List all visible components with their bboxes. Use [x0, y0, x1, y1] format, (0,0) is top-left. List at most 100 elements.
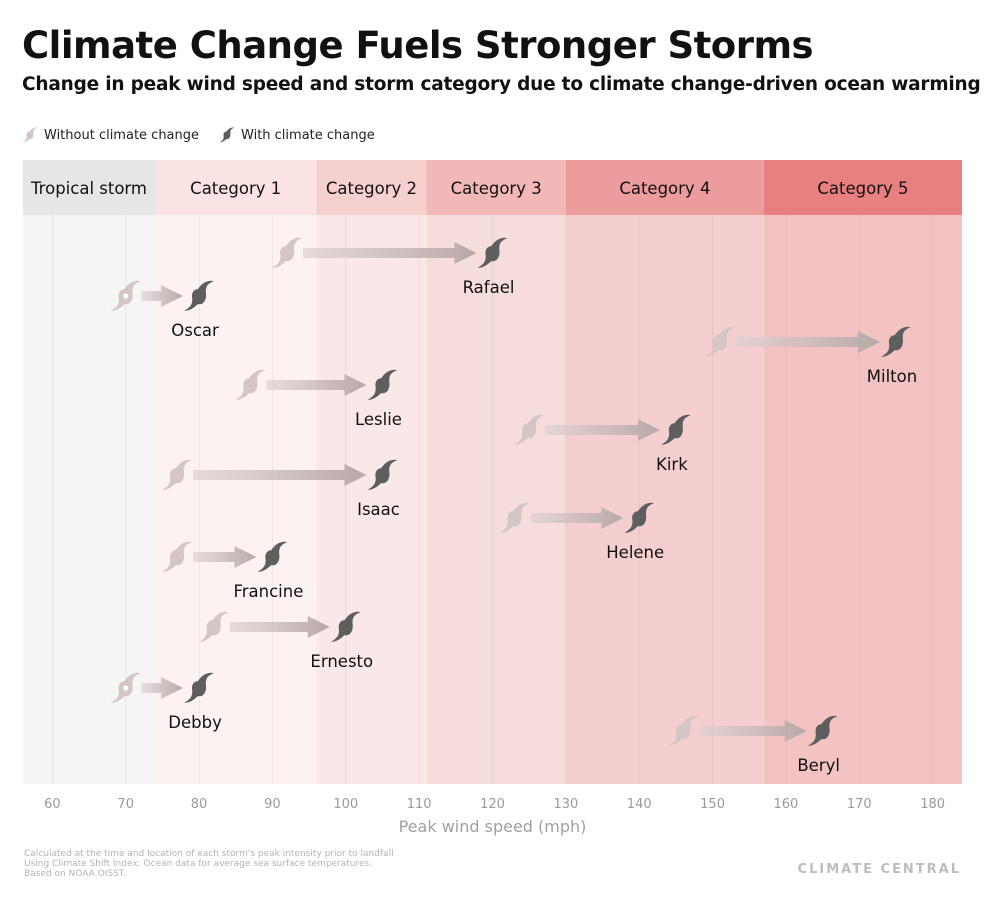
- x-tick-label: 80: [191, 797, 208, 812]
- hurricane-with-icon: [367, 369, 398, 400]
- storm-label: Debby: [168, 713, 222, 732]
- hurricane-without-icon: [705, 326, 735, 357]
- brand-logo: CLIMATE CENTRAL: [797, 862, 961, 877]
- storm-label: Ernesto: [310, 652, 373, 671]
- band-fill: [155, 215, 317, 784]
- storm-label: Oscar: [171, 321, 219, 340]
- storm-label: Milton: [867, 367, 917, 386]
- change-arrow: [530, 507, 624, 529]
- hurricane-with-icon: [807, 715, 838, 746]
- storm-isaac: Isaac: [162, 459, 400, 519]
- hurricane-with-icon: [477, 237, 508, 268]
- change-arrow: [229, 616, 330, 638]
- hurricane-without-icon: [668, 715, 699, 746]
- legend: Without climate change With climate chan…: [22, 125, 375, 145]
- hurricane-without-icon: [272, 237, 302, 268]
- hurricane-light-icon: [22, 127, 38, 143]
- footer-line: Using Climate Shift Index: Ocean data fo…: [24, 859, 373, 869]
- hurricane-without-icon: [499, 502, 530, 533]
- x-tick-label: 180: [920, 797, 945, 812]
- footer-line: Based on NOAA OISST.: [24, 869, 127, 879]
- change-arrow: [699, 720, 807, 742]
- x-tick-label: 120: [480, 797, 505, 812]
- band-header: [23, 160, 156, 215]
- hurricane-with-icon: [184, 280, 214, 311]
- chart-subtitle: Change in peak wind speed and storm cate…: [22, 74, 981, 95]
- change-arrow: [266, 374, 367, 396]
- hurricane-with-icon: [881, 326, 911, 357]
- change-arrow: [193, 546, 257, 568]
- x-tick-label: 100: [333, 797, 358, 812]
- storm-eye: [123, 685, 129, 691]
- x-tick-label: 170: [847, 797, 872, 812]
- storm-label: Kirk: [656, 455, 688, 474]
- band-label: Category 1: [190, 179, 281, 198]
- legend-without-label: Without climate change: [44, 127, 200, 143]
- hurricane-with-icon: [367, 459, 398, 490]
- band-label: Category 2: [326, 179, 417, 198]
- hurricane-dark-icon: [219, 127, 235, 143]
- storm-label: Helene: [606, 543, 664, 562]
- band-fill: [426, 215, 566, 784]
- legend-with-label: With climate change: [241, 127, 375, 143]
- storm-ernesto: Ernesto: [198, 611, 373, 671]
- hurricane-with-icon: [257, 541, 288, 572]
- storm-eye: [123, 293, 129, 299]
- hurricane-without-icon: [514, 414, 545, 445]
- band-header: [565, 160, 764, 215]
- footer-line: Calculated at the time and location of e…: [24, 849, 394, 859]
- hurricane-with-icon: [661, 414, 691, 445]
- band-fill: [316, 215, 427, 784]
- band-label: Category 5: [817, 179, 908, 198]
- x-tick-label: 90: [264, 797, 281, 812]
- x-tick-label: 150: [700, 797, 725, 812]
- band-header: [426, 160, 566, 215]
- chart-title: Climate Change Fuels Stronger Storms: [22, 24, 814, 67]
- storm-label: Francine: [233, 582, 303, 601]
- hurricane-without-icon: [162, 541, 192, 572]
- x-tick-label: 110: [407, 797, 432, 812]
- storm-label: Isaac: [357, 500, 400, 519]
- storm-kirk: Kirk: [514, 414, 691, 474]
- storm-francine: Francine: [162, 541, 303, 601]
- hurricane-without-icon: [198, 611, 229, 642]
- storm-oscar: Oscar: [110, 280, 219, 340]
- change-arrow: [303, 242, 477, 264]
- hurricane-with-icon: [330, 611, 361, 642]
- x-tick-label: 140: [627, 797, 652, 812]
- change-arrow: [193, 464, 367, 486]
- band-header: [316, 160, 427, 215]
- hurricane-without-icon: [235, 369, 266, 400]
- storm-label: Beryl: [797, 756, 840, 775]
- band-header: [763, 160, 962, 215]
- change-arrow: [141, 285, 184, 307]
- change-arrow: [141, 677, 184, 699]
- storm-label: Leslie: [355, 410, 402, 429]
- band-label: Tropical storm: [30, 179, 147, 198]
- band-fill: [763, 215, 962, 784]
- hurricane-with-icon: [624, 502, 655, 533]
- storm-label: Rafael: [463, 278, 515, 297]
- storm-milton: Milton: [705, 326, 917, 386]
- storm-rafael: Rafael: [272, 237, 515, 297]
- band-header: [155, 160, 317, 215]
- change-arrow: [735, 331, 880, 353]
- storm-debby: Debby: [110, 672, 222, 732]
- band-fill: [565, 215, 764, 784]
- storm-beryl: Beryl: [668, 715, 840, 775]
- band-label: Category 3: [451, 179, 542, 198]
- change-arrow: [545, 419, 660, 441]
- x-tick-label: 130: [553, 797, 578, 812]
- hurricane-with-icon: [184, 672, 214, 703]
- hurricane-without-icon: [162, 459, 192, 490]
- x-tick-label: 160: [774, 797, 799, 812]
- x-tick-label: 70: [117, 797, 134, 812]
- x-tick-label: 60: [44, 797, 61, 812]
- storm-helene: Helene: [499, 502, 664, 562]
- band-fill: [23, 215, 156, 784]
- footer-notes: Calculated at the time and location of e…: [24, 849, 394, 879]
- band-label: Category 4: [619, 179, 710, 198]
- storm-leslie: Leslie: [235, 369, 402, 429]
- x-axis-label: Peak wind speed (mph): [399, 817, 587, 836]
